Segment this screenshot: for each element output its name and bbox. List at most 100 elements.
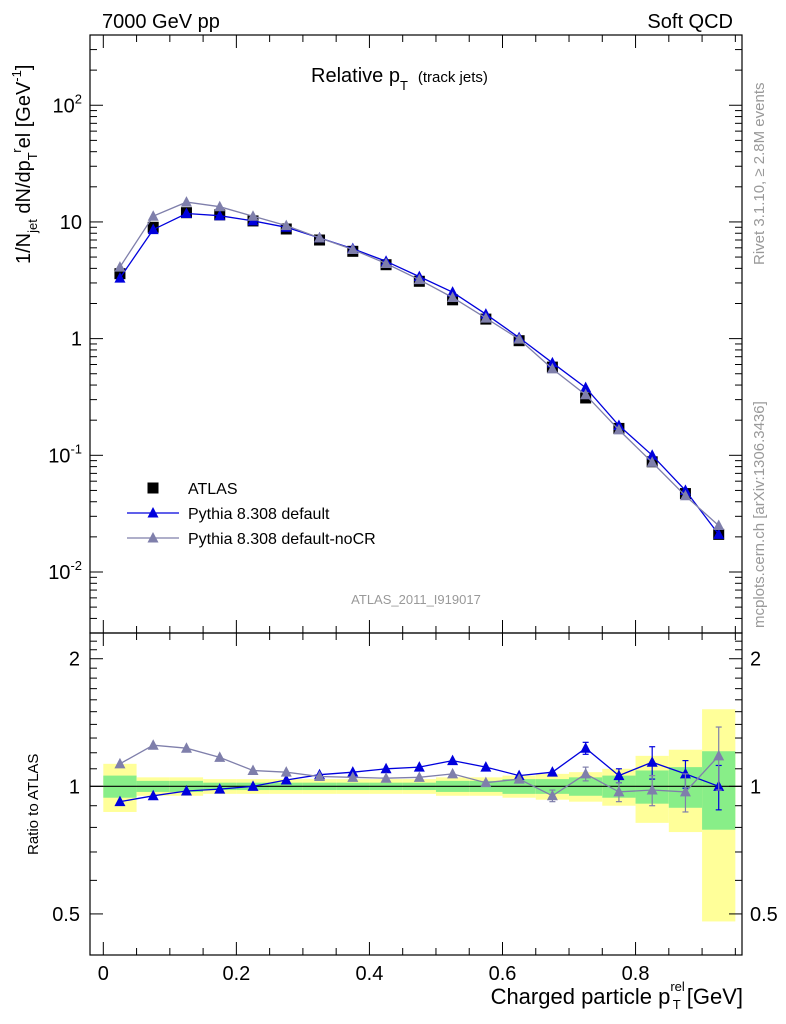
y-tick-label: 10-1 <box>48 441 82 467</box>
series-point <box>147 210 159 221</box>
series-point <box>280 219 292 231</box>
series-point <box>679 489 691 501</box>
ratio-series-point <box>679 767 691 779</box>
ratio-series-point <box>480 761 492 772</box>
main-plot-layer: 10-2 10-1 1 10 102 <box>48 34 742 634</box>
ratio-series-point <box>546 766 558 777</box>
series-point <box>114 272 126 283</box>
ratio-series-point <box>580 742 592 753</box>
series-point <box>180 196 192 207</box>
y-tick-label: 10 <box>60 212 82 234</box>
legend-label: Pythia 8.308 default-noCR <box>188 531 376 548</box>
x-axis-label-sub: T <box>673 997 681 1012</box>
ratio-series-point <box>180 784 192 796</box>
series-point <box>347 243 359 255</box>
chart-title-main: Relative p <box>311 65 400 87</box>
y-tick-label: 1 <box>71 329 82 351</box>
ratio-y-tick-label-left: 0.5 <box>52 904 80 926</box>
legend-marker <box>147 532 159 543</box>
ratio-series-point <box>280 773 292 785</box>
ratio-y-tick-label-right: 1 <box>750 776 761 798</box>
ratio-series-point <box>280 766 292 777</box>
series-point <box>646 449 658 460</box>
series-point <box>314 231 326 243</box>
series-line <box>119 201 720 527</box>
series-point <box>114 261 126 272</box>
series-point <box>713 519 725 531</box>
legend-label: Pythia 8.308 default <box>188 506 330 523</box>
x-tick-label: 0.2 <box>222 963 250 985</box>
series-point <box>713 528 725 539</box>
series-point <box>646 456 658 467</box>
ratio-series-point <box>347 771 359 782</box>
header-right-label: Soft QCD <box>647 11 733 33</box>
ratio-y-tick-label-left: 1 <box>69 776 80 798</box>
series-point <box>380 257 392 269</box>
ratio-y-tick-label-right: 2 <box>750 649 761 671</box>
legend-marker <box>147 507 159 518</box>
ratio-series-point <box>613 785 625 797</box>
series-point <box>447 291 459 303</box>
ratio-series-point <box>380 772 392 783</box>
ratio-series-point <box>646 784 658 795</box>
series-point <box>247 210 259 221</box>
ratio-series-point <box>114 757 126 769</box>
x-tick-label: 0.4 <box>356 963 384 985</box>
ratio-series-point <box>114 795 126 807</box>
ratio-series-point <box>214 783 226 794</box>
ratio-y-tick-label-left: 2 <box>69 649 80 671</box>
series-point <box>546 362 558 374</box>
series-point <box>447 286 459 297</box>
main-y-axis-label: 1/Njet dN/dpTrel [GeV-1] <box>9 65 40 264</box>
series-point <box>413 273 425 285</box>
ratio-series-point <box>314 770 326 781</box>
ratio-series-point <box>380 762 392 774</box>
ratio-series-point <box>646 756 658 767</box>
ratio-series-point <box>413 771 425 782</box>
x-axis-label-main: Charged particle p <box>491 984 671 1009</box>
ratio-y-axis-label: Ratio to ATLAS <box>25 754 42 855</box>
legend: ATLAS Pythia 8.308 default Pythia 8.308 de… <box>127 481 376 548</box>
ratio-series-point <box>147 789 159 801</box>
ratio-series-point <box>180 742 192 753</box>
series-point <box>214 200 226 212</box>
ratio-series-point <box>613 769 625 781</box>
x-axis-label-sup: rel <box>670 979 685 994</box>
ratio-panel: 0 0.2 0.4 0.6 0.8 0.5 0.5 1 1 2 2 Ratio to ATLAS C… <box>25 632 778 1012</box>
y-tick-label: 102 <box>53 91 82 117</box>
x-axis-label-unit: [GeV] <box>687 984 743 1009</box>
ratio-series-point <box>214 751 226 762</box>
rivet-label: Rivet 3.1.10, ≥ 2.8M events <box>751 83 768 266</box>
ratio-series-point <box>147 739 159 750</box>
legend-label: ATLAS <box>188 481 238 498</box>
series-point <box>480 312 492 323</box>
series-point <box>613 423 625 435</box>
x-tick-label: 0.8 <box>622 963 650 985</box>
chart-title-extra: (track jets) <box>418 69 488 86</box>
analysis-label: ATLAS_2011_I919017 <box>351 592 481 607</box>
series-point <box>580 381 592 393</box>
ratio-series-point <box>447 754 459 766</box>
ratio-series-point <box>247 764 259 775</box>
legend-marker-atlas <box>147 482 159 494</box>
ratio-series-point <box>513 773 525 784</box>
ratio-series-point <box>447 767 459 779</box>
ratio-series-point <box>546 789 558 801</box>
x-axis-label: Charged particle prel T [GeV] <box>491 979 743 1012</box>
x-tick-label: 0 <box>98 963 109 985</box>
ratio-series-point <box>413 761 425 772</box>
series-point <box>513 333 525 344</box>
ratio-frame <box>89 632 743 956</box>
series-point <box>147 223 159 235</box>
series-point <box>180 207 192 219</box>
mcplots-label: mcplots.cern.ch [arXiv:1306.3436] <box>751 401 768 628</box>
ratio-series-point <box>580 767 592 779</box>
ratio-series-point <box>480 776 492 788</box>
ratio-series-point <box>247 780 259 791</box>
ratio-series-point <box>679 785 691 797</box>
ratio-plot-layer: 0 0.2 0.4 0.6 0.8 0.5 0.5 1 1 2 2 <box>52 632 778 985</box>
chart-title: Relative pT (track jets) <box>311 65 488 93</box>
y-tick-label: 10-2 <box>48 558 82 584</box>
header-left-label: 7000 GeV pp <box>102 11 220 33</box>
